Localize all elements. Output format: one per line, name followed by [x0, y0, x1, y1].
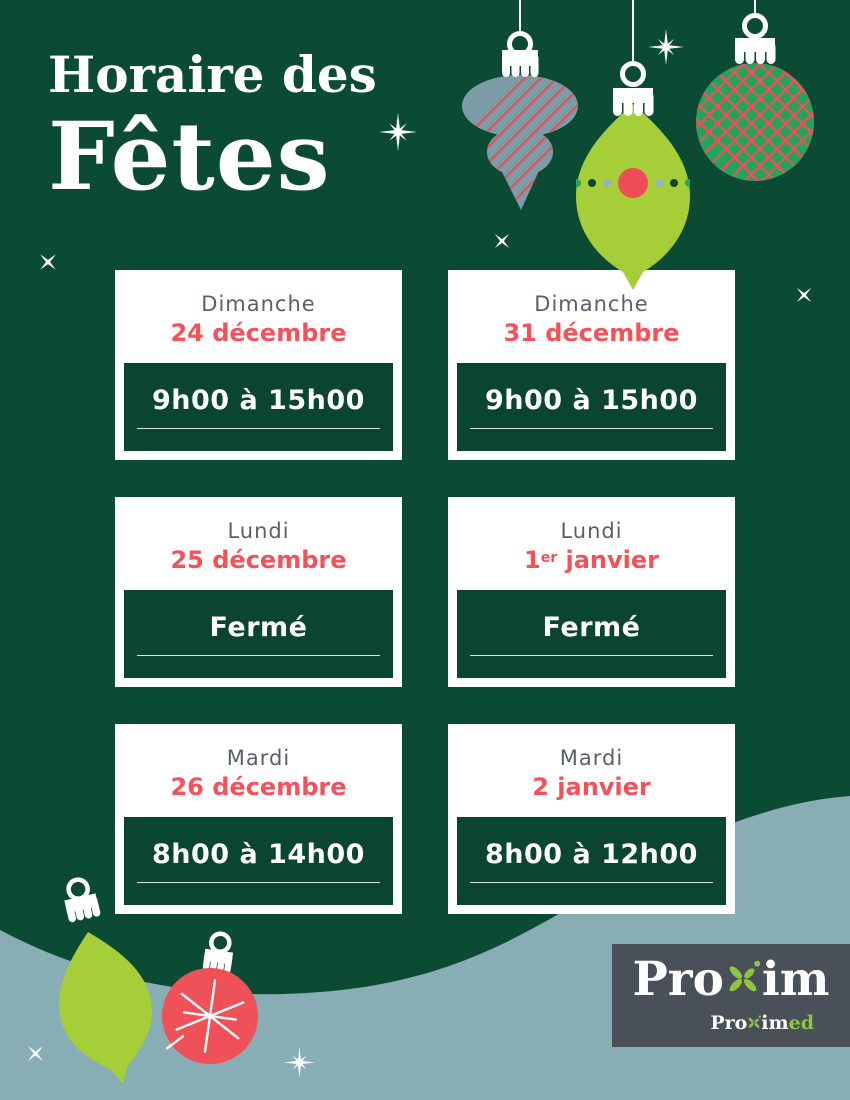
card-day: Mardi	[559, 746, 624, 770]
card-date: 2 janvier	[532, 773, 651, 801]
card-hours: Fermé	[542, 612, 641, 643]
sparkle-8-icon	[379, 113, 417, 151]
card-date: 1er janvier	[524, 546, 659, 574]
sub-text-suf: ed	[788, 1012, 814, 1034]
hours-panel: 9h00 à 15h00	[124, 363, 393, 451]
card-hours: 8h00 à 14h00	[152, 839, 365, 870]
sub-text-pre: Pro	[710, 1012, 748, 1034]
bottom-ornaments	[59, 877, 258, 1085]
schedule-card: Mardi 2 janvier 8h00 à 12h00	[448, 724, 735, 914]
card-date: 24 décembre	[170, 319, 347, 347]
petal-x-icon	[748, 1015, 762, 1028]
card-day: Dimanche	[534, 292, 649, 316]
card-day: Lundi	[560, 519, 623, 543]
underline	[470, 428, 713, 429]
card-date: 26 décembre	[170, 773, 347, 801]
hours-panel: Fermé	[124, 590, 393, 678]
hours-panel: 8h00 à 12h00	[457, 817, 726, 905]
underline	[137, 655, 380, 656]
schedule-card: Dimanche 24 décembre 9h00 à 15h00	[115, 270, 402, 460]
hours-panel: 8h00 à 14h00	[124, 817, 393, 905]
card-date: 31 décembre	[503, 319, 680, 347]
brand-text-suf: im	[761, 952, 830, 1007]
title-line1: Horaire des	[48, 45, 377, 104]
sparkle-x-icon	[40, 254, 56, 270]
card-day: Mardi	[226, 746, 291, 770]
sparkle-x-icon	[28, 1046, 43, 1061]
sparkle-x-icon	[796, 287, 812, 303]
sparkle-8-icon	[648, 29, 684, 65]
card-hours: Fermé	[209, 612, 308, 643]
crosshatch-ball-ornament-icon	[696, 0, 814, 181]
card-hours: 9h00 à 15h00	[152, 385, 365, 416]
underline	[137, 428, 380, 429]
schedule-grid: Dimanche 24 décembre 9h00 à 15h00 Dimanc…	[115, 270, 735, 914]
teardrop-ornament-icon	[576, 0, 690, 290]
card-hours: 9h00 à 15h00	[485, 385, 698, 416]
teardrop-ornament-icon	[59, 877, 152, 1085]
underline	[137, 882, 380, 883]
schedule-card: Mardi 26 décembre 8h00 à 14h00	[115, 724, 402, 914]
page-title: Horaire des Fêtes	[48, 45, 377, 212]
card-hours: 8h00 à 12h00	[485, 839, 698, 870]
brand-text-pre: Pro	[632, 952, 724, 1007]
schedule-card: Lundi 1er janvier Fermé	[448, 497, 735, 687]
title-line2: Fêtes	[48, 102, 331, 212]
proxim-logo-box: Pro im Pro im ed	[612, 944, 850, 1047]
schedule-card: Dimanche 31 décembre 9h00 à 15h00	[448, 270, 735, 460]
underline	[470, 655, 713, 656]
proximed-logo: Pro im ed	[710, 1014, 814, 1033]
proxim-logo: Pro im	[612, 956, 850, 1003]
sparkle-8-icon	[284, 1047, 315, 1078]
schedule-card: Lundi 25 décembre Fermé	[115, 497, 402, 687]
sub-text-mid: im	[761, 1012, 789, 1034]
card-date: 25 décembre	[170, 546, 347, 574]
sparkle-x-icon	[494, 233, 510, 249]
hours-panel: 9h00 à 15h00	[457, 363, 726, 451]
petal-x-icon	[729, 960, 761, 991]
underline	[470, 882, 713, 883]
card-day: Lundi	[227, 519, 290, 543]
hours-panel: Fermé	[457, 590, 726, 678]
card-day: Dimanche	[201, 292, 316, 316]
finial-ornament-icon	[462, 0, 578, 210]
snowflake-ball-ornament-icon	[162, 931, 258, 1064]
